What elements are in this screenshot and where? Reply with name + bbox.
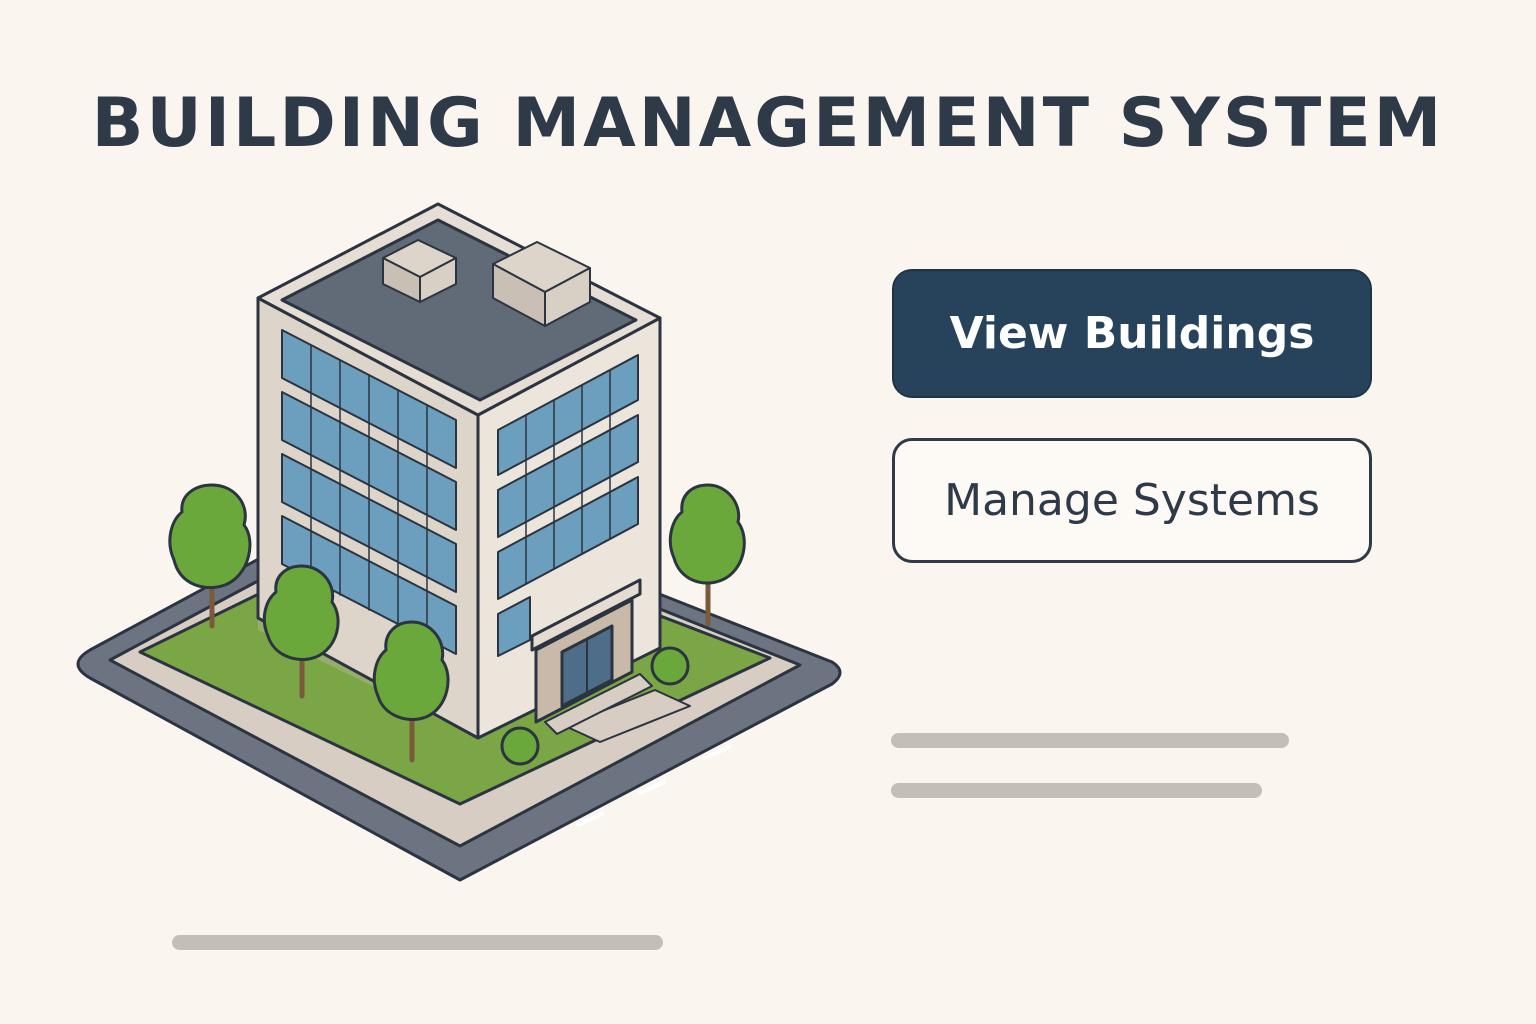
view-buildings-button[interactable]: View Buildings [892,269,1372,398]
caption-placeholder-line [172,935,663,950]
manage-systems-button[interactable]: Manage Systems [892,438,1372,563]
office-building-icon [76,202,842,882]
text-placeholder-line [891,783,1262,798]
page-title: BUILDING MANAGEMENT SYSTEM [91,84,1445,163]
text-placeholder-line [891,733,1289,748]
